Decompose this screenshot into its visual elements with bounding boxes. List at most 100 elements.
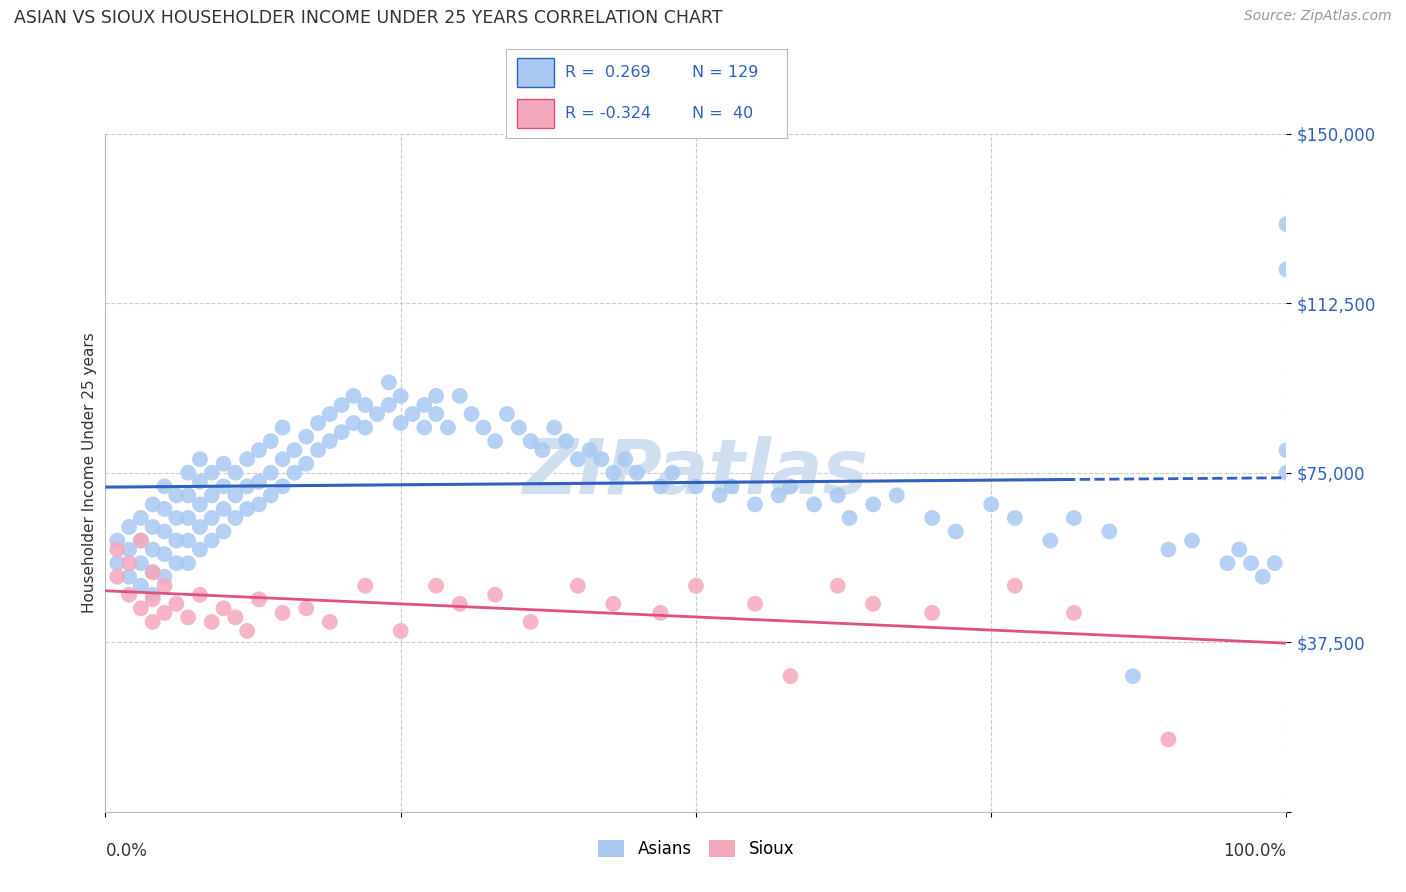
- Text: Source: ZipAtlas.com: Source: ZipAtlas.com: [1244, 9, 1392, 23]
- Point: [354, 579, 377, 593]
- Point: [389, 624, 412, 638]
- Point: [1216, 556, 1239, 570]
- Point: [803, 497, 825, 511]
- Point: [224, 511, 246, 525]
- Point: [260, 434, 283, 449]
- Point: [531, 443, 554, 458]
- Point: [460, 407, 482, 421]
- Point: [118, 542, 141, 557]
- Point: [153, 524, 176, 539]
- Point: [319, 407, 342, 421]
- Point: [260, 466, 283, 480]
- Point: [1227, 542, 1250, 557]
- Point: [224, 488, 246, 502]
- Point: [543, 420, 565, 434]
- Point: [389, 416, 412, 430]
- Point: [247, 497, 270, 511]
- Point: [201, 533, 224, 548]
- Legend: Asians, Sioux: Asians, Sioux: [591, 833, 801, 864]
- Point: [129, 533, 152, 548]
- Point: [212, 524, 235, 539]
- Point: [295, 457, 318, 471]
- Point: [153, 606, 176, 620]
- Point: [484, 588, 506, 602]
- Point: [142, 497, 165, 511]
- Point: [271, 452, 294, 467]
- Point: [165, 556, 187, 570]
- Point: [342, 416, 364, 430]
- Point: [330, 425, 353, 439]
- Point: [129, 511, 152, 525]
- Text: ASIAN VS SIOUX HOUSEHOLDER INCOME UNDER 25 YEARS CORRELATION CHART: ASIAN VS SIOUX HOUSEHOLDER INCOME UNDER …: [14, 9, 723, 27]
- Point: [142, 592, 165, 607]
- Point: [720, 479, 742, 493]
- Point: [921, 511, 943, 525]
- Point: [437, 420, 460, 434]
- Text: R =  0.269: R = 0.269: [565, 65, 651, 79]
- Point: [768, 488, 790, 502]
- Point: [142, 615, 165, 629]
- Point: [295, 429, 318, 443]
- Point: [105, 556, 128, 570]
- Point: [1039, 533, 1062, 548]
- Point: [1122, 669, 1144, 683]
- Text: 0.0%: 0.0%: [105, 842, 148, 860]
- Text: R = -0.324: R = -0.324: [565, 106, 651, 120]
- Point: [224, 466, 246, 480]
- Point: [827, 488, 849, 502]
- Point: [188, 520, 211, 534]
- Point: [342, 389, 364, 403]
- Point: [378, 398, 401, 412]
- Point: [153, 579, 176, 593]
- Point: [247, 475, 270, 489]
- Point: [142, 565, 165, 579]
- Point: [838, 511, 860, 525]
- Text: 100.0%: 100.0%: [1223, 842, 1286, 860]
- Point: [188, 588, 211, 602]
- Point: [685, 579, 707, 593]
- Point: [650, 479, 672, 493]
- Point: [247, 443, 270, 458]
- Point: [449, 597, 471, 611]
- Point: [1181, 533, 1204, 548]
- Point: [118, 588, 141, 602]
- Point: [354, 398, 377, 412]
- Point: [1063, 511, 1085, 525]
- Point: [188, 497, 211, 511]
- Point: [862, 597, 884, 611]
- Point: [484, 434, 506, 449]
- Point: [188, 452, 211, 467]
- Point: [260, 488, 283, 502]
- Point: [508, 420, 530, 434]
- Point: [378, 376, 401, 390]
- Point: [862, 497, 884, 511]
- Point: [307, 443, 329, 458]
- Point: [236, 624, 259, 638]
- Point: [153, 570, 176, 584]
- Point: [496, 407, 519, 421]
- Point: [271, 420, 294, 434]
- Point: [142, 565, 165, 579]
- Point: [602, 466, 624, 480]
- Point: [295, 601, 318, 615]
- Point: [247, 592, 270, 607]
- Point: [591, 452, 613, 467]
- Point: [945, 524, 967, 539]
- Point: [744, 497, 766, 511]
- Point: [685, 479, 707, 493]
- Point: [1063, 606, 1085, 620]
- Point: [129, 556, 152, 570]
- Point: [1264, 556, 1286, 570]
- Point: [1004, 511, 1026, 525]
- Point: [142, 520, 165, 534]
- Point: [129, 579, 152, 593]
- Point: [1240, 556, 1263, 570]
- Point: [105, 533, 128, 548]
- Point: [578, 443, 600, 458]
- Point: [1275, 217, 1298, 231]
- Text: N =  40: N = 40: [692, 106, 754, 120]
- Point: [212, 457, 235, 471]
- Point: [177, 488, 200, 502]
- Point: [153, 479, 176, 493]
- Point: [1275, 466, 1298, 480]
